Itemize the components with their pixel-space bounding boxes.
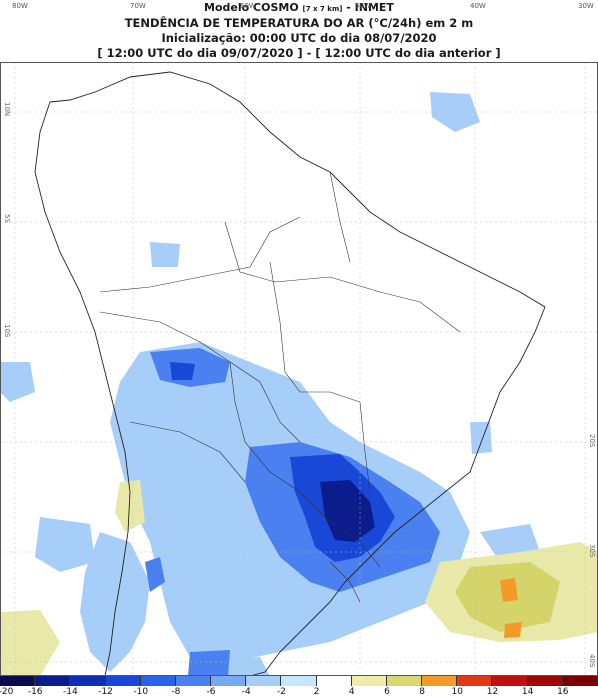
strong-warm-1 xyxy=(500,578,518,602)
legend-colorbar: -20 -16 -14 -12 -10 -8 -6 -4 -2 2 4 6 8 10 12 14 16 xyxy=(0,676,598,700)
weak-warm-andes xyxy=(115,480,145,532)
colorbar-swatch xyxy=(492,676,528,686)
colorbar-tick-label: -12 xyxy=(98,687,113,697)
border-paraguay xyxy=(129,421,246,483)
map-canvas xyxy=(0,62,598,677)
colorbar-swatch xyxy=(175,676,212,686)
colorbar-swatches xyxy=(0,676,598,686)
colorbar-tick-label: 12 xyxy=(486,687,499,697)
colorbar-swatch xyxy=(316,676,352,686)
coast-pacific xyxy=(34,101,131,677)
lat-label-5s: 5S xyxy=(3,214,11,223)
lat-label-30s: 30S xyxy=(588,544,596,558)
weak-cool-pacific xyxy=(35,517,95,572)
weak-cool-amazon xyxy=(150,242,180,267)
colorbar-swatch xyxy=(562,676,598,686)
colorbar-tick-label: 8 xyxy=(419,687,425,697)
border-states-2 xyxy=(359,401,371,493)
colorbar-tick-label: 14 xyxy=(521,687,534,697)
border-peru-brazil xyxy=(99,216,301,293)
strong-warming-areas xyxy=(500,578,522,638)
colorbar-swatch xyxy=(70,676,106,686)
strong-cool-bolivia xyxy=(170,362,195,380)
colorbar-tick-label: -14 xyxy=(62,687,78,697)
grid-note: [7 x 7 km] xyxy=(302,5,343,13)
model-line: Modelo COSMO [7 x 7 km] - INMET xyxy=(0,1,598,14)
border-states xyxy=(269,261,361,403)
colorbar-swatch xyxy=(35,676,71,686)
lon-label-40w: 40W xyxy=(470,2,486,10)
colorbar-swatch xyxy=(105,676,141,686)
extreme-cooling-areas xyxy=(320,480,375,542)
weak-cool-west xyxy=(0,362,35,402)
colorbar-tick-label: 16 xyxy=(557,687,569,697)
lon-label-70w: 70W xyxy=(130,2,146,10)
lat-label-10n: 10N xyxy=(3,102,11,117)
colorbar-swatch xyxy=(527,676,563,686)
lon-label-80w: 80W xyxy=(12,2,28,10)
colorbar-swatch xyxy=(246,676,282,686)
map-header: Modelo COSMO [7 x 7 km] - INMET TENDÊNCI… xyxy=(0,0,598,62)
border-argentina-brazil xyxy=(229,361,381,568)
strong-warm-2 xyxy=(504,622,522,638)
colorbar-tick-label: 4 xyxy=(348,687,355,697)
init-time: Inicialização: 00:00 UTC do dia 08/07/20… xyxy=(161,31,437,45)
weak-cool-coast xyxy=(470,422,492,454)
lat-label-10s: 10S xyxy=(3,324,11,338)
colorbar-tick-label: -20 xyxy=(0,687,14,697)
country-boundaries xyxy=(99,171,461,603)
model-label: Modelo COSMO xyxy=(204,1,299,14)
colorbar-tick-label: 2 xyxy=(313,687,320,697)
border-uruguay xyxy=(329,561,361,603)
colorbar-swatch xyxy=(422,676,458,686)
colorbar-swatch xyxy=(140,676,176,686)
colorbar-swatch xyxy=(0,676,36,686)
colorbar-tick-label: -6 xyxy=(206,687,216,697)
extreme-cool-core xyxy=(320,480,375,542)
weak-warm-pacific xyxy=(0,610,60,676)
weak-cool-patagonia xyxy=(80,532,150,672)
colorbar-tick-label: -16 xyxy=(27,687,43,697)
valid-period: [ 12:00 UTC do dia 09/07/2020 ] - [ 12:0… xyxy=(97,46,501,60)
lon-label-60w: 60W xyxy=(240,2,256,10)
colorbar-labels: -20 -16 -14 -12 -10 -8 -6 -4 -2 2 4 6 8 10 12 14 16 xyxy=(0,687,598,699)
colorbar-swatch xyxy=(281,676,317,686)
lat-label-40s: 40S xyxy=(588,654,596,668)
colorbar-tick-label: -2 xyxy=(276,687,286,697)
lon-label-30w: 30W xyxy=(578,2,594,10)
colorbar-tick-label: -8 xyxy=(171,687,181,697)
lat-label-20s: 20S xyxy=(588,434,596,448)
border-guianas xyxy=(329,171,351,263)
colorbar-swatch xyxy=(457,676,493,686)
lon-label-50w: 50W xyxy=(355,2,371,10)
colorbar-swatch xyxy=(351,676,387,686)
border-states-north xyxy=(224,221,461,333)
mod-cool-patagonia xyxy=(188,650,230,676)
colorbar-tick-label: -4 xyxy=(241,687,251,697)
coast-atlantic xyxy=(49,71,546,677)
source-label: - INMET xyxy=(346,1,394,14)
mod-cool-andes xyxy=(145,557,165,592)
colorbar-tick-label: 10 xyxy=(451,687,464,697)
coastlines xyxy=(34,71,546,677)
colorbar-swatch xyxy=(386,676,423,686)
colorbar-tick-label: -10 xyxy=(133,687,149,697)
graticule xyxy=(0,62,598,676)
temperature-trend-map: 10N 5S 10S 20S 30S 40S xyxy=(0,62,598,677)
map-title: TENDÊNCIA DE TEMPERATURA DO AR (°C/24h) … xyxy=(124,16,474,30)
colorbar-tick-label: 6 xyxy=(384,687,390,697)
colorbar-swatch xyxy=(211,676,247,686)
